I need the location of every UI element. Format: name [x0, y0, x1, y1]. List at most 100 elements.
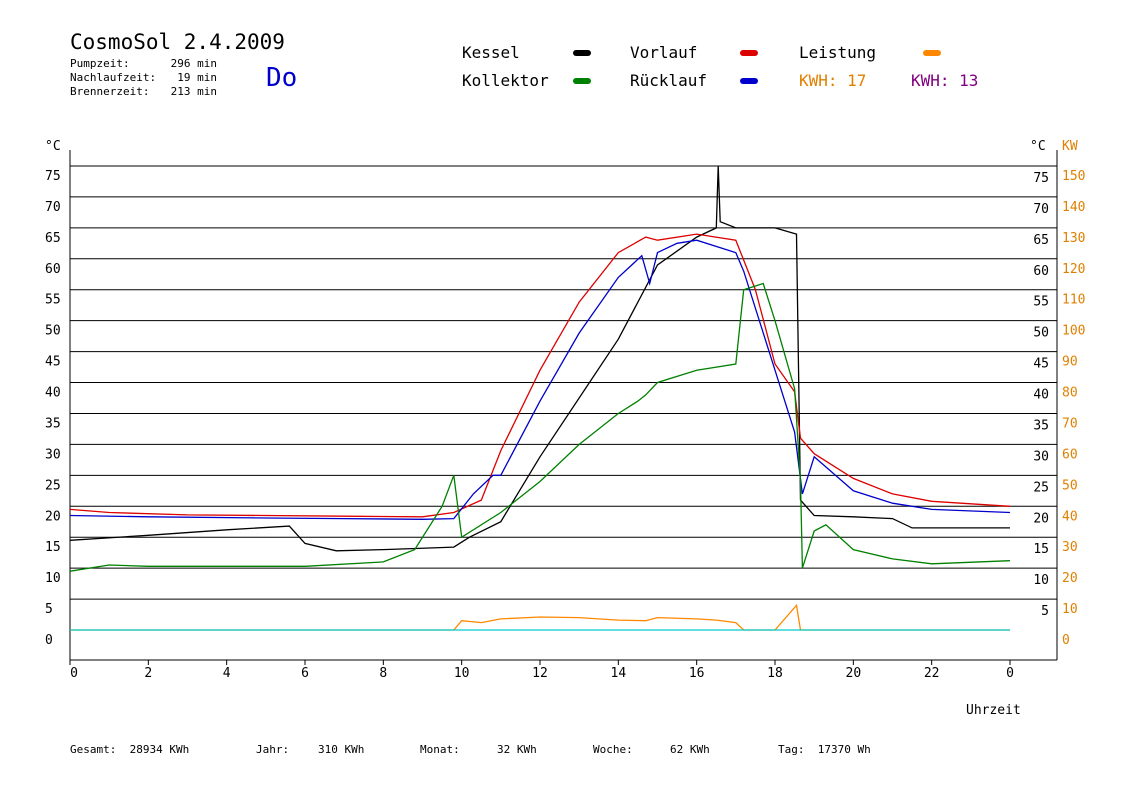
stat-label: Brennerzeit:: [70, 85, 150, 98]
x-tick-label: 18: [767, 666, 783, 681]
legend-leistung-label: Leistung: [799, 43, 877, 62]
y-tick-label-left: 45: [45, 355, 61, 370]
y-tick-label-right: 70: [1033, 202, 1049, 217]
y-tick-label-left: 60: [45, 262, 61, 277]
y-tick-label-kw: 40: [1062, 509, 1078, 524]
legend-kessel-swatch: [573, 50, 591, 56]
y-tick-label-left: 70: [45, 200, 61, 215]
x-tick-label: 20: [846, 666, 862, 681]
y-tick-label-left: 0: [45, 633, 53, 648]
legend-ruecklauf-swatch: [740, 78, 758, 84]
footer-value: 28934 KWh: [129, 743, 190, 756]
x-tick-label: 10: [454, 666, 470, 681]
y-tick-label-kw: 70: [1062, 416, 1078, 431]
x-tick-label: 6: [301, 666, 309, 681]
x-tick-label: 4: [223, 666, 231, 681]
legend-kollektor-label: Kollektor: [462, 71, 549, 90]
y-tick-label-kw: 100: [1062, 324, 1085, 339]
y-tick-label-left: 55: [45, 293, 61, 308]
stat-brennerzeit: Brennerzeit:: [70, 85, 149, 99]
y-tick-label-left: 40: [45, 386, 61, 401]
legend-kwh-orange: KWH: 17: [799, 71, 866, 90]
x-tick-label: 8: [379, 666, 387, 681]
y-tick-label-left: 50: [45, 324, 61, 339]
y-axis-label-kw: KW: [1062, 139, 1078, 154]
y-tick-label-kw: 150: [1062, 169, 1085, 184]
x-tick-label: 16: [689, 666, 705, 681]
stat-label: Pumpzeit:: [70, 57, 130, 70]
legend-vorlauf-swatch: [740, 50, 758, 56]
y-tick-label-right: 5: [1041, 604, 1049, 619]
series-line-rücklauf: [69, 239, 1011, 520]
y-tick-label-right: 10: [1033, 573, 1049, 588]
y-tick-label-right: 20: [1033, 511, 1049, 526]
y-tick-label-kw: 10: [1062, 602, 1078, 617]
y-tick-label-kw: 110: [1062, 293, 1085, 308]
kwh-value: 13: [959, 71, 979, 90]
footer-label: Monat:: [420, 743, 460, 756]
y-tick-label-kw: 140: [1062, 200, 1085, 215]
y-tick-label-left: 20: [45, 509, 61, 524]
y-axis-label-left: °C: [45, 139, 61, 154]
y-tick-label-kw: 60: [1062, 447, 1078, 462]
y-tick-label-right: 15: [1033, 542, 1049, 557]
y-tick-label-right: 45: [1033, 357, 1049, 372]
y-tick-label-right: 75: [1033, 171, 1049, 186]
y-tick-label-left: 15: [45, 540, 61, 555]
y-tick-label-left: 35: [45, 416, 61, 431]
y-tick-label-kw: 0: [1062, 633, 1070, 648]
y-tick-label-left: 5: [45, 602, 53, 617]
footer-tag: Tag: 17370 Wh: [778, 743, 871, 757]
footer-gesamt: Gesamt: 28934 KWh: [70, 743, 189, 757]
y-tick-label-kw: 130: [1062, 231, 1085, 246]
legend-ruecklauf-label: Rücklauf: [630, 71, 708, 90]
stat-label: Nachlaufzeit:: [70, 71, 157, 84]
legend-kessel-label: Kessel: [462, 43, 520, 62]
kwh-value: 17: [847, 71, 867, 90]
legend-leistung-swatch: [923, 50, 941, 56]
x-tick-label: 0: [70, 666, 78, 681]
y-tick-label-right: 35: [1033, 418, 1049, 433]
y-tick-label-kw: 20: [1062, 571, 1078, 586]
footer-jahr-value: 310 KWh: [318, 743, 365, 756]
footer-monat-value: 32 KWh: [497, 743, 537, 756]
y-tick-label-left: 10: [45, 571, 61, 586]
footer-woche: Woche:: [593, 743, 633, 757]
x-axis-label: Uhrzeit: [966, 703, 1021, 718]
series-line-kollektor: [69, 282, 1011, 572]
series-line-vorlauf: [69, 233, 1011, 518]
legend-kwh-purple: KWH: 13: [911, 71, 978, 90]
footer-monat: Monat:: [420, 743, 460, 757]
x-tick-label: 14: [611, 666, 627, 681]
chart-title: CosmoSol 2.4.2009: [70, 30, 285, 54]
y-tick-label-right: 40: [1033, 388, 1049, 403]
footer-value: 17370 Wh: [817, 743, 871, 756]
y-axis-label-right: °C: [1030, 139, 1046, 154]
kwh-label: KWH:: [799, 71, 838, 90]
y-tick-label-right: 60: [1033, 264, 1049, 279]
footer-woche-value: 62 KWh: [670, 743, 710, 756]
y-tick-label-left: 75: [45, 169, 61, 184]
y-tick-label-kw: 50: [1062, 478, 1078, 493]
y-tick-label-right: 30: [1033, 449, 1049, 464]
x-tick-label: 2: [144, 666, 152, 681]
y-tick-label-left: 25: [45, 478, 61, 493]
y-tick-label-kw: 80: [1062, 386, 1078, 401]
weekday-label: Do: [266, 63, 298, 93]
y-tick-label-right: 65: [1033, 233, 1049, 248]
stat-value: 296 min: [170, 57, 217, 70]
stat-value: 19 min: [177, 71, 217, 84]
y-tick-label-left: 30: [45, 447, 61, 462]
stat-value: 213 min: [170, 85, 217, 98]
x-tick-label: 0: [1006, 666, 1014, 681]
y-tick-label-kw: 90: [1062, 355, 1078, 370]
legend-vorlauf-label: Vorlauf: [630, 43, 698, 62]
stat-nachlaufzeit: Nachlaufzeit:: [70, 71, 156, 85]
x-tick-label: 12: [532, 666, 548, 681]
y-tick-label-kw: 30: [1062, 540, 1078, 555]
footer-jahr: Jahr:: [256, 743, 289, 757]
y-tick-label-right: 55: [1033, 295, 1049, 310]
x-tick-label: 22: [924, 666, 940, 681]
y-tick-label-kw: 120: [1062, 262, 1085, 277]
